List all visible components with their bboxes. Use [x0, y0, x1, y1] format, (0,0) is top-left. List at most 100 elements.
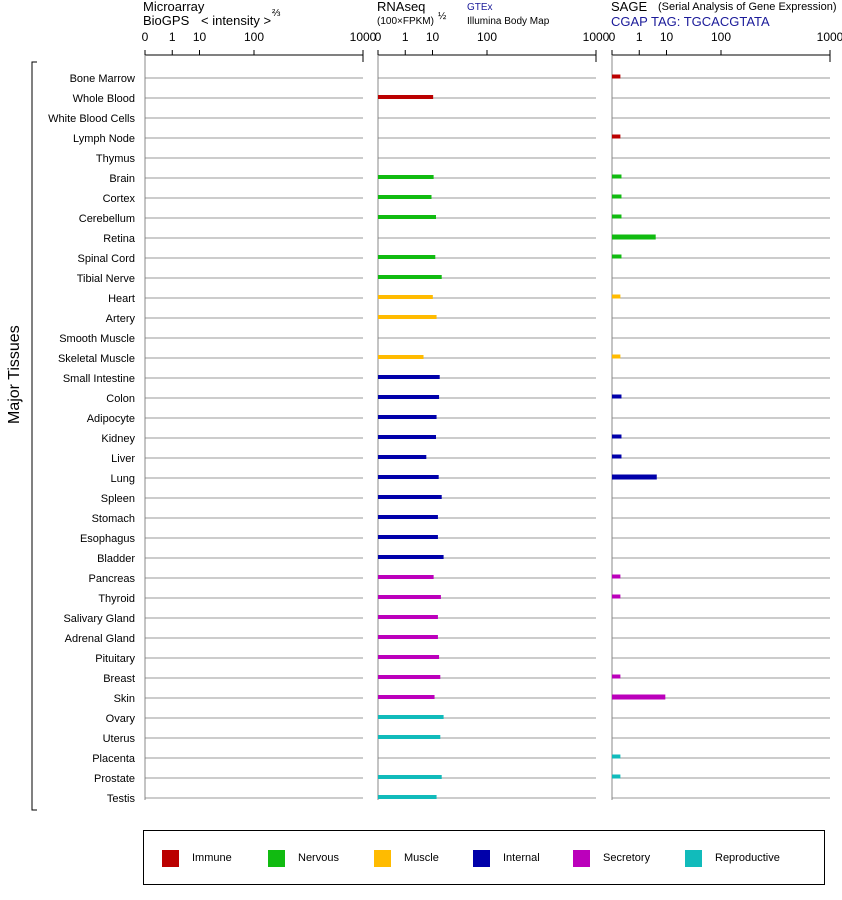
tissue-label: Stomach: [92, 513, 135, 525]
sage-tick-label-10: 10: [660, 30, 674, 44]
tissue-label: Cortex: [103, 193, 136, 205]
rnaseq-tick-label-100: 100: [477, 30, 497, 44]
sage-bar: [612, 434, 622, 439]
tissue-label: Placenta: [92, 753, 136, 765]
sage-bar: [612, 454, 622, 459]
legend-swatch-secretory: [573, 850, 590, 867]
tissue-label: Lung: [111, 473, 135, 485]
tissue-label: Cerebellum: [79, 213, 135, 225]
rnaseq-bar: [378, 475, 439, 479]
rnaseq-bar: [378, 495, 442, 499]
rnaseq-bar: [378, 395, 440, 399]
tissue-label: Pituitary: [95, 653, 135, 665]
tissue-label: Lymph Node: [73, 133, 135, 145]
legend-swatch-reproductive: [685, 850, 702, 867]
microarray-tick-label-100: 100: [244, 30, 264, 44]
illumina-body-map-link[interactable]: Illumina Body Map: [467, 16, 550, 27]
legend: Immune Nervous Muscle Internal Secretory…: [143, 830, 825, 885]
rnaseq-tick-label-10: 10: [426, 30, 440, 44]
sage-bar: [612, 174, 622, 179]
tissue-label: Skeletal Muscle: [58, 353, 135, 365]
microarray-tick-label-0: 0: [142, 30, 149, 44]
rnaseq-bar: [378, 535, 438, 539]
sage-bar: [612, 194, 622, 199]
sage-tick-label-100: 100: [711, 30, 731, 44]
sage-bar: [612, 774, 621, 779]
rnaseq-bar: [378, 635, 438, 639]
sage-bar: [612, 134, 621, 139]
microarray-tick-label-10: 10: [193, 30, 207, 44]
tissue-label: Brain: [109, 173, 135, 185]
legend-swatch-internal: [473, 850, 490, 867]
tissue-label: Smooth Muscle: [59, 333, 135, 345]
sage-bar: [612, 754, 621, 759]
rnaseq-tick-label-0: 0: [375, 30, 382, 44]
rnaseq-bar: [378, 295, 433, 299]
rnaseq-bar: [378, 95, 434, 99]
rnaseq-bar: [378, 595, 441, 599]
sage-tag: CGAP TAG: TGCACGTATA: [611, 14, 770, 29]
tissue-label: Thymus: [96, 153, 136, 165]
microarray-exponent: ⅔: [272, 8, 281, 19]
tissue-label: Colon: [106, 393, 135, 405]
tissue-label: Thyroid: [98, 593, 135, 605]
tissue-label: Small Intestine: [63, 373, 135, 385]
tissue-label: Bladder: [97, 553, 135, 565]
rnaseq-bar: [378, 355, 424, 359]
rnaseq-tick-label-1000: 1000: [583, 30, 610, 44]
legend-label-muscle: Muscle: [404, 852, 439, 864]
tissue-label: Liver: [111, 453, 135, 465]
microarray-intensity-label: < intensity >: [201, 13, 272, 28]
tissue-label: Artery: [106, 313, 136, 325]
sage-bar: [612, 574, 621, 579]
tissue-label: Esophagus: [80, 533, 136, 545]
rnaseq-title: RNAseq: [377, 0, 426, 14]
legend-label-immune: Immune: [192, 852, 232, 864]
rnaseq-subtitle: (100×FPKM): [377, 16, 434, 27]
sage-tick-label-1000: 1000: [817, 30, 842, 44]
microarray-tick-label-1: 1: [169, 30, 176, 44]
tissue-label: Heart: [108, 293, 135, 305]
sage-tick-label-1: 1: [636, 30, 643, 44]
tissue-label: Ovary: [106, 713, 136, 725]
rnaseq-bar: [378, 735, 441, 739]
rnaseq-bar: [378, 715, 444, 719]
sage-bar: [612, 254, 622, 259]
rnaseq-bar: [378, 315, 437, 319]
rnaseq-bar: [378, 695, 435, 699]
sage-bar: [612, 394, 622, 399]
tissue-label: Adipocyte: [87, 413, 135, 425]
tissue-label: Spinal Cord: [78, 253, 135, 265]
tissue-label: Prostate: [94, 773, 135, 785]
tissue-label: Breast: [103, 673, 135, 685]
rnaseq-bar: [378, 615, 438, 619]
microarray-subtitle: BioGPS: [143, 13, 190, 28]
tissue-label: Adrenal Gland: [65, 633, 135, 645]
y-axis-bracket: [31, 61, 37, 811]
tissue-label: Bone Marrow: [70, 73, 135, 85]
gtex-link[interactable]: GTEx: [467, 2, 493, 13]
rnaseq-bar: [378, 775, 442, 779]
sage-tick-label-0: 0: [609, 30, 616, 44]
sage-title: SAGE: [611, 0, 648, 14]
rnaseq-bar: [378, 675, 441, 679]
sage-subtitle: (Serial Analysis of Gene Expression): [658, 1, 837, 13]
microarray-tick-label-1000: 1000: [350, 30, 377, 44]
sage-bar: [612, 594, 621, 599]
tissue-label: Uterus: [103, 733, 136, 745]
rnaseq-bar: [378, 795, 437, 799]
tissue-label: Skin: [114, 693, 135, 705]
rnaseq-bar: [378, 435, 437, 439]
tissue-label: Pancreas: [89, 573, 136, 585]
tissue-label: Spleen: [101, 493, 135, 505]
rnaseq-tick-label-1: 1: [402, 30, 409, 44]
rnaseq-bar: [378, 275, 442, 279]
legend-swatch-immune: [162, 850, 179, 867]
legend-label-nervous: Nervous: [298, 852, 339, 864]
rnaseq-bar: [378, 215, 437, 219]
rnaseq-bar: [378, 515, 438, 519]
sage-bar: [612, 74, 621, 79]
rnaseq-bar: [378, 375, 440, 379]
rnaseq-exponent: ½: [438, 11, 447, 22]
